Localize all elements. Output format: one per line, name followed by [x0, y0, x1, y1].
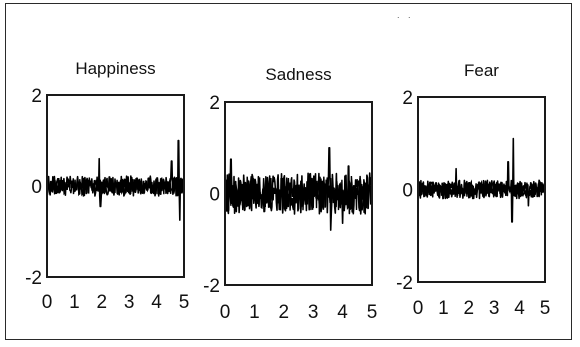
- y-tick-label: -2: [203, 276, 220, 297]
- signal-line: [46, 139, 185, 221]
- axes-box: [46, 94, 185, 278]
- x-tick-label: 1: [438, 298, 449, 319]
- signal-line-overlay: [46, 177, 185, 197]
- x-tick-label: 3: [489, 298, 500, 319]
- y-tick-label: -2: [25, 268, 42, 289]
- signal-line-overlay: [224, 175, 373, 212]
- x-tick-label: 5: [179, 292, 190, 313]
- axes-box: [417, 96, 546, 283]
- y-tick-label: 0: [31, 177, 42, 198]
- panel-title: Happiness: [75, 59, 155, 78]
- x-tick-label: 0: [413, 298, 424, 319]
- y-tick-label: 0: [402, 181, 413, 202]
- x-tick-label: 2: [97, 292, 108, 313]
- panel-title: Sadness: [265, 65, 331, 84]
- x-tick-label: 4: [151, 292, 162, 313]
- x-tick-label: 1: [249, 302, 260, 323]
- x-tick-label: 4: [514, 298, 525, 319]
- x-tick-label: 2: [464, 298, 475, 319]
- x-tick-label: 3: [308, 302, 319, 323]
- y-tick-label: 2: [31, 86, 42, 107]
- panel-title: Fear: [464, 61, 499, 80]
- x-tick-label: 0: [220, 302, 231, 323]
- stray-mark: . .: [397, 10, 414, 20]
- signal-line: [417, 137, 546, 223]
- y-tick-label: 0: [209, 185, 220, 206]
- axes-box: [224, 101, 373, 286]
- y-tick-label: 2: [402, 88, 413, 109]
- x-tick-label: 4: [337, 302, 348, 323]
- x-tick-label: 3: [124, 292, 135, 313]
- x-tick-label: 5: [540, 298, 551, 319]
- x-tick-label: 0: [42, 292, 53, 313]
- x-tick-label: 2: [279, 302, 290, 323]
- y-tick-label: -2: [396, 273, 413, 294]
- signal-line-overlay: [417, 179, 546, 199]
- y-tick-label: 2: [209, 93, 220, 114]
- x-tick-label: 1: [69, 292, 80, 313]
- x-tick-label: 5: [367, 302, 378, 323]
